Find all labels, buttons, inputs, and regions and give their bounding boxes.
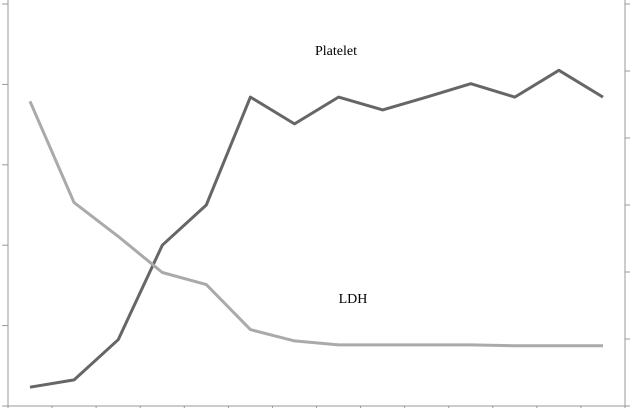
- series-label: Platelet: [315, 44, 357, 59]
- series-line: [28, 100, 603, 348]
- series-label: LDH: [339, 292, 368, 307]
- series-line: [29, 68, 604, 389]
